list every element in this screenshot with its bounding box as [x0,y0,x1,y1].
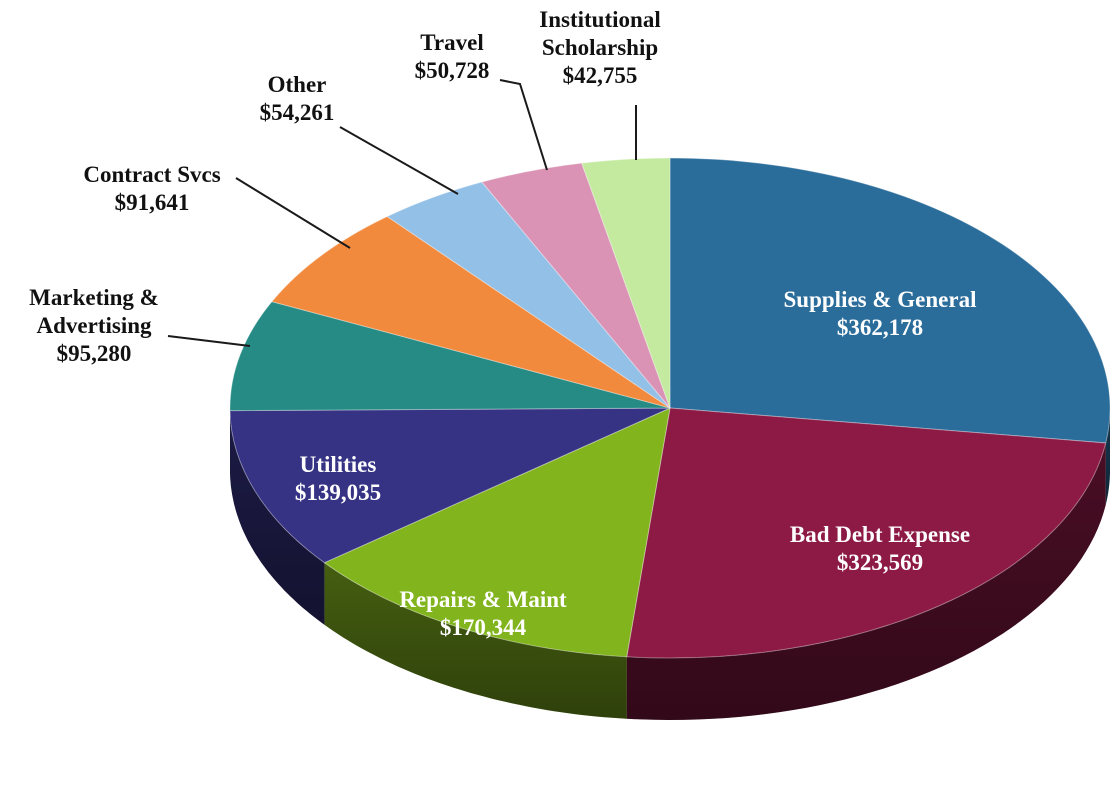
slice-name-other: Other [268,72,327,97]
slice-name-marketing-and-advertising-2: Advertising [37,313,153,338]
slice-labels: Supplies & General $362,178 Bad Debt Expen… [29,7,976,640]
leader-lines [167,79,637,347]
slice-value-contract-svcs: $91,641 [115,190,190,215]
slice-value-marketing-and-advertising: $95,280 [57,341,132,366]
slice-name-contract-svcs: Contract Svcs [83,162,220,187]
pie-slice-travel [481,162,671,409]
pie-side-shade-repairs-and-maint [324,562,627,719]
slice-name-bad-debt-expense: Bad Debt Expense [790,522,970,547]
leader-line-contract-svcs [235,177,351,249]
slice-name-institutional-scholarship-2: Scholarship [542,35,658,60]
slice-label-marketing-and-advertising: Marketing & Advertising $95,280 [29,285,159,366]
slice-value-other: $54,261 [260,100,335,125]
pie-side-shade-supplies-and-general [1105,408,1110,505]
pie-slice-contract-svcs [271,215,671,409]
pie-slice-institutional-scholarship [581,157,671,409]
pie-slice-utilities [229,407,671,564]
slice-label-travel: Travel $50,728 [415,30,490,83]
slice-value-repairs-and-maint: $170,344 [440,615,527,640]
slice-value-travel: $50,728 [415,58,490,83]
slice-label-supplies-and-general: Supplies & General $362,178 [784,287,977,340]
leader-line-other [339,126,459,195]
slice-label-utilities: Utilities $139,035 [295,452,381,505]
pie-slice-bad-debt-expense [626,407,1107,659]
slice-label-bad-debt-expense: Bad Debt Expense $323,569 [790,522,970,575]
slice-label-contract-svcs: Contract Svcs $91,641 [83,162,220,215]
leader-line-travel [499,79,548,171]
pie-side-shade-utilities [230,410,325,625]
slice-name-repairs-and-maint: Repairs & Maint [399,587,567,612]
slice-name-marketing-and-advertising-1: Marketing & [29,285,159,310]
slice-value-institutional-scholarship: $42,755 [563,63,638,88]
pie-top-faces [229,157,1111,659]
slice-label-other: Other $54,261 [260,72,335,125]
pie-slice-supplies-and-general [669,157,1111,444]
pie-slice-marketing-and-advertising [229,301,671,412]
slice-name-travel: Travel [420,30,483,55]
pie-side-shade-bad-debt-expense [626,443,1106,720]
slice-label-institutional-scholarship: Institutional Scholarship $42,755 [539,7,660,88]
slice-name-utilities: Utilities [300,452,377,477]
slice-value-supplies-and-general: $362,178 [837,315,923,340]
leader-line-marketing-and-advertising [167,335,251,347]
slice-name-supplies-and-general: Supplies & General [784,287,977,312]
pie-slice-other [386,181,671,409]
slice-label-repairs-and-maint: Repairs & Maint $170,344 [399,587,567,640]
slice-value-bad-debt-expense: $323,569 [837,550,923,575]
pie-slice-repairs-and-maint [323,407,671,658]
slice-name-institutional-scholarship-1: Institutional [539,7,660,32]
pie-side-walls [230,408,1110,720]
slice-value-utilities: $139,035 [295,480,381,505]
